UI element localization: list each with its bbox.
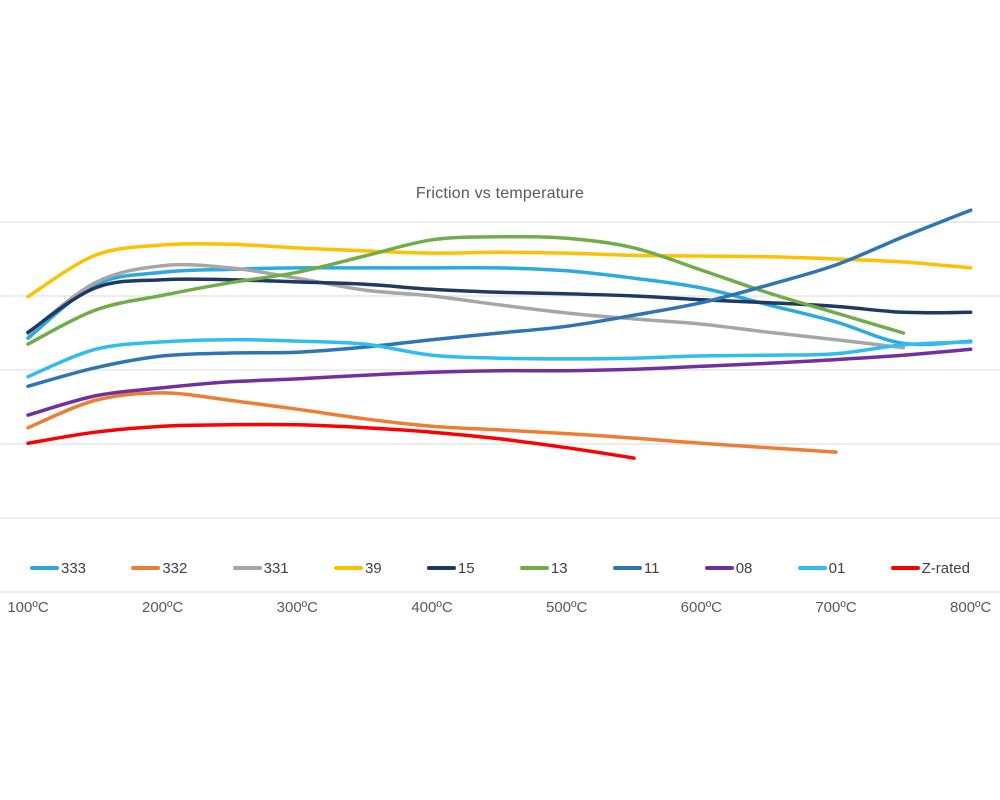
- legend-label: 01: [828, 559, 846, 577]
- legend-item-Z-rated: Z-rated: [890, 559, 970, 577]
- legend-item-13: 13: [519, 559, 568, 577]
- legend-label: Z-rated: [921, 559, 970, 577]
- series-line-11: [26, 208, 973, 389]
- legend-label: 39: [364, 559, 382, 577]
- chart-title: Friction vs temperature: [415, 185, 585, 202]
- legend-label: 08: [735, 559, 753, 577]
- legend-swatch-15: [426, 565, 456, 571]
- legend-item-332: 332: [131, 561, 187, 576]
- x-axis-label-500: 500ºC: [546, 599, 588, 616]
- x-axis-label-600: 600ºC: [680, 599, 723, 616]
- legend-swatch-13: [519, 565, 549, 571]
- x-axis-label-400: 400ºC: [411, 599, 453, 616]
- legend-swatch-331: [232, 565, 262, 571]
- series-line-Z-rated: [26, 422, 636, 460]
- legend-item-08: 08: [704, 559, 753, 577]
- legend-label: 15: [457, 559, 475, 577]
- x-axis-label-100: 100ºC: [7, 599, 49, 616]
- legend-swatch-11: [612, 565, 642, 571]
- series-line-333: [26, 265, 973, 347]
- x-axis-label-700: 700ºC: [815, 599, 857, 616]
- legend: 333 332 331 39 15 13 11 08 01 Z-rated: [30, 558, 970, 578]
- series-line-13: [26, 234, 906, 346]
- legend-swatch-332: [131, 565, 161, 571]
- series-line-01: [26, 337, 973, 379]
- legend-label: 333: [61, 559, 87, 577]
- series-line-332: [26, 391, 838, 454]
- series-line-39: [26, 241, 973, 299]
- x-axis-label-200: 200ºC: [141, 599, 184, 616]
- legend-item-331: 331: [232, 559, 289, 577]
- legend-item-11: 11: [612, 559, 660, 577]
- legend-swatch-39: [333, 565, 363, 571]
- x-axis-label-800: 800ºC: [950, 599, 992, 616]
- legend-item-15: 15: [426, 559, 475, 577]
- legend-label: 13: [550, 559, 568, 577]
- legend-item-333: 333: [30, 561, 86, 576]
- x-axis-labels: 100ºC 200ºC 300ºC 400ºC 500ºC 600ºC 700ºC 800ºC: [0, 599, 1000, 617]
- legend-swatch-Z-rated: [890, 565, 920, 571]
- legend-swatch-08: [704, 565, 734, 571]
- legend-swatch-01: [797, 565, 827, 571]
- legend-swatch-333: [30, 565, 59, 571]
- series-line-331: [26, 262, 906, 350]
- series-line-08: [26, 347, 973, 417]
- legend-label: 332: [162, 559, 188, 577]
- legend-item-39: 39: [333, 559, 382, 577]
- legend-label: 331: [263, 559, 289, 577]
- x-axis-label-300: 300ºC: [276, 599, 318, 616]
- legend-item-01: 01: [797, 559, 846, 577]
- legend-label: 11: [643, 559, 660, 577]
